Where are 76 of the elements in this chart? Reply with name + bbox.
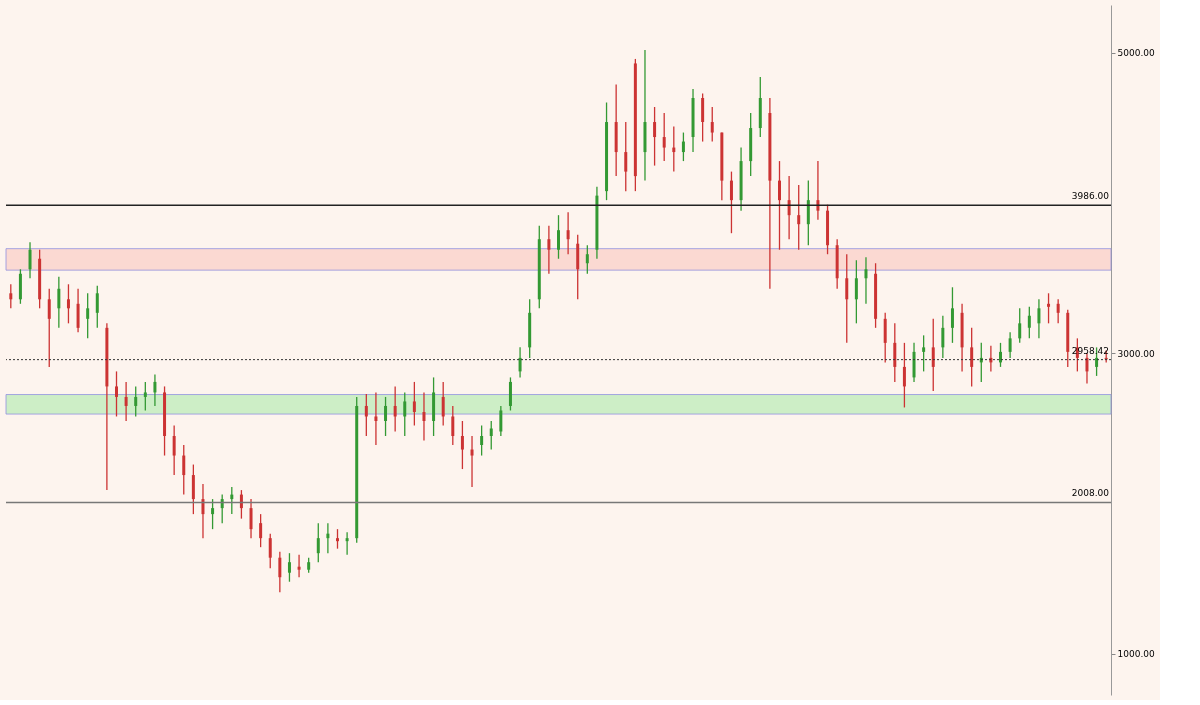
candlestick — [970, 327, 974, 388]
candlestick — [797, 184, 801, 251]
candlestick — [950, 286, 954, 344]
candlestick — [864, 256, 868, 305]
candlestick — [259, 513, 263, 548]
candlestick — [931, 318, 935, 392]
candlestick — [518, 346, 522, 379]
candlestick — [336, 528, 339, 550]
candlestick — [662, 112, 666, 162]
candlestick — [845, 253, 849, 344]
candlestick — [999, 342, 1002, 368]
candlestick — [364, 393, 368, 437]
candlestick — [816, 160, 820, 221]
candlestick — [316, 522, 320, 563]
candlestick — [1027, 306, 1031, 340]
candlestick — [95, 285, 99, 329]
candlestick — [211, 498, 215, 530]
candlestick — [710, 106, 714, 143]
candlestick — [547, 225, 551, 275]
candlestick — [778, 160, 781, 251]
candlestick — [499, 405, 503, 437]
candlestick — [489, 420, 493, 451]
candlestick — [412, 381, 416, 427]
candlestick — [393, 385, 397, 433]
candlestick — [297, 554, 301, 578]
ref-line-label: 3986.00 — [1071, 191, 1110, 202]
candlestick — [480, 424, 484, 457]
candlestick — [1085, 352, 1089, 385]
candlestick — [902, 342, 906, 409]
candlestick — [922, 334, 926, 373]
y-tick-label: 1000.00 — [1117, 649, 1155, 660]
candlestick — [729, 170, 733, 234]
candlestick — [441, 381, 445, 427]
candlestick — [1056, 298, 1060, 324]
candlestick — [854, 259, 858, 324]
y-tick-label: 3000.00 — [1117, 348, 1155, 359]
candlestick — [47, 288, 51, 368]
candlestick — [153, 373, 157, 407]
candlestick — [182, 444, 186, 496]
candlestick — [201, 483, 205, 539]
candlestick — [403, 391, 407, 437]
ref-line-label: 2008.00 — [1071, 488, 1110, 499]
candlestick — [1047, 292, 1051, 324]
candlestick — [134, 385, 138, 418]
candlestick — [653, 106, 657, 167]
candlestick — [57, 276, 61, 329]
candlestick — [557, 214, 560, 260]
candlestick — [287, 552, 291, 583]
candlestick — [9, 283, 13, 309]
candlestick — [249, 498, 253, 539]
candlestick — [470, 435, 474, 488]
candlestick — [422, 391, 426, 442]
candlestick — [143, 381, 147, 412]
candlestick — [66, 283, 70, 324]
candlestick — [1008, 331, 1012, 359]
candlestick — [624, 121, 628, 192]
candlestick — [460, 420, 464, 470]
candlestick — [278, 551, 282, 593]
y-tick-label: 5000.00 — [1117, 48, 1155, 59]
candlestick — [384, 396, 388, 437]
candlestick — [124, 381, 128, 422]
candlestick — [374, 391, 378, 446]
candlestick — [268, 533, 272, 569]
candlestick — [1037, 298, 1041, 340]
candlestick — [345, 531, 349, 556]
candlestick — [585, 244, 589, 275]
candlestick — [86, 292, 90, 340]
candlestick — [28, 241, 32, 279]
candlestick — [566, 211, 570, 255]
candlestick — [451, 405, 455, 446]
candlestick — [1018, 307, 1022, 344]
candlestick — [681, 131, 685, 162]
candlestick — [172, 424, 176, 476]
candlestick — [787, 175, 791, 240]
candlestick — [115, 370, 118, 418]
candlestick — [941, 315, 945, 359]
